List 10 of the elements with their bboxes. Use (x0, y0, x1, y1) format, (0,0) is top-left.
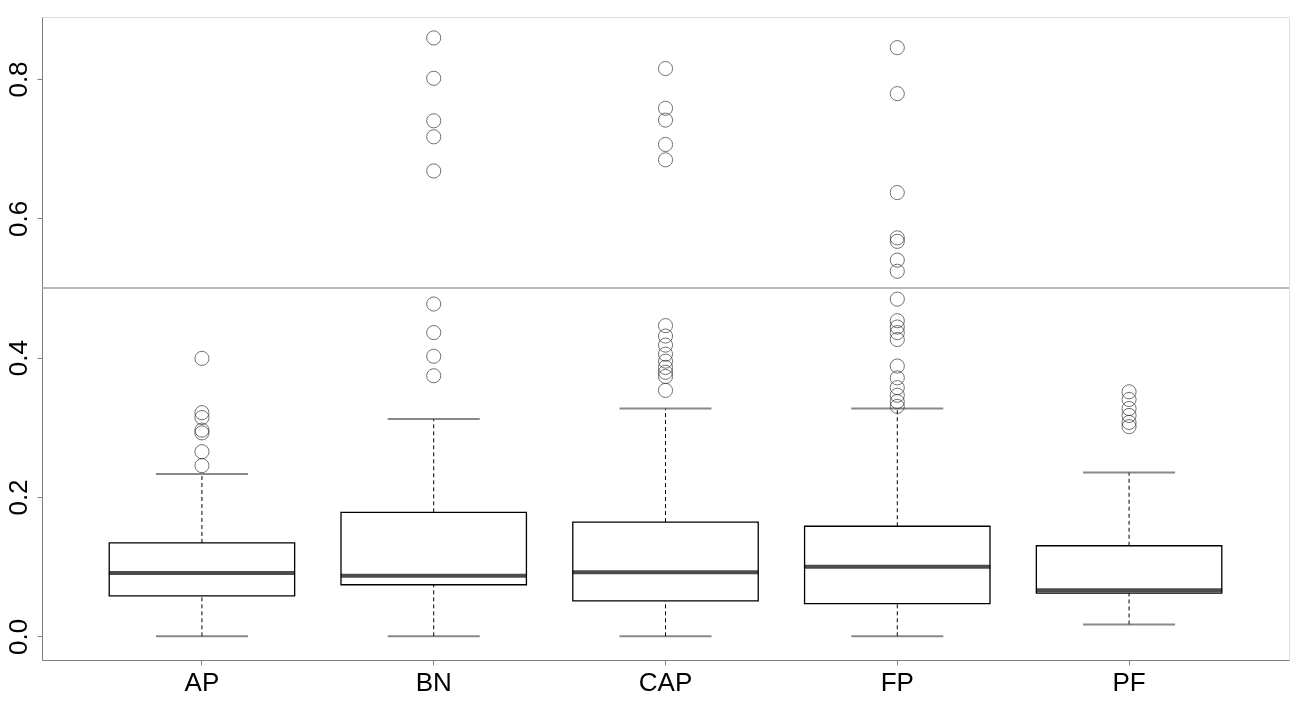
x-tick-label: FP (880, 666, 914, 697)
y-tick-label: 0.2 (2, 479, 33, 516)
x-tick-label: CAP (638, 666, 693, 697)
y-tick-label: 0.8 (2, 61, 33, 98)
x-tick-label: PF (1112, 666, 1146, 697)
y-tick-label: 0.6 (2, 200, 33, 237)
y-tick-label: 0.4 (2, 340, 33, 377)
x-tick-label: AP (184, 666, 220, 697)
y-tick-label: 0.0 (2, 618, 33, 655)
x-tick-label: BN (415, 666, 452, 697)
